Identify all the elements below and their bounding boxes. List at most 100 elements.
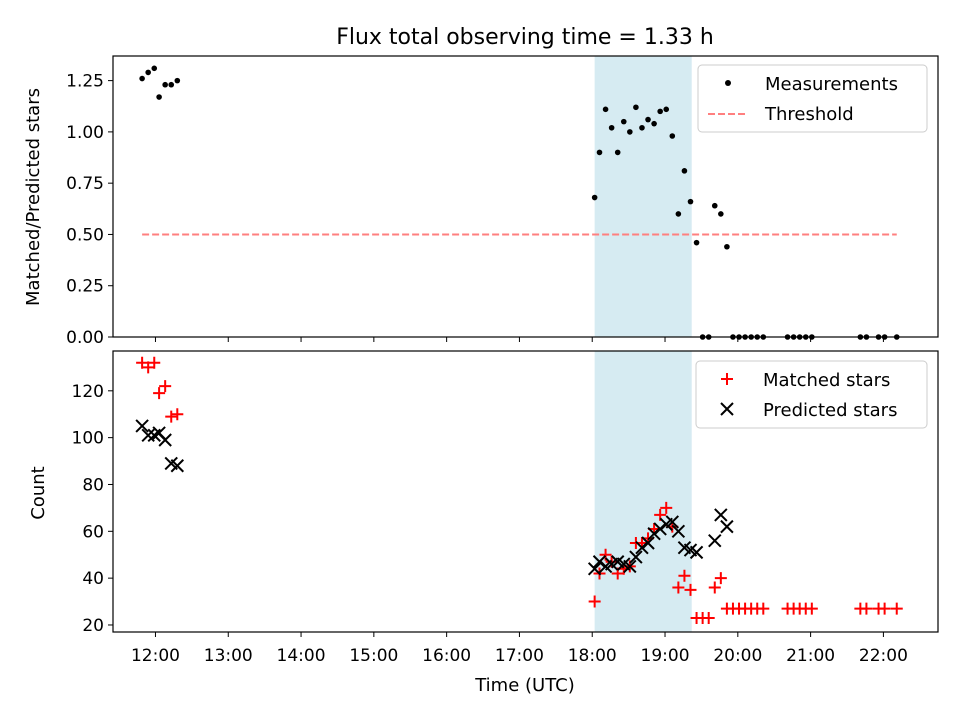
top-highlight-span: [594, 56, 692, 337]
matched-star-point: [678, 569, 691, 582]
matched-star-point: [159, 380, 172, 393]
bottom-y-tick-label: 20: [82, 616, 104, 636]
bottom-axes-frame: [112, 350, 939, 633]
predicted-star-point: [158, 433, 172, 447]
measurement-point: [620, 118, 627, 125]
matched-star-point: [148, 356, 161, 369]
top-legend: Measurements Threshold: [697, 64, 928, 133]
top-y-axis-label: Matched/Predicted stars: [23, 88, 44, 306]
top-y-tick-label: 0.75: [66, 174, 104, 194]
top-y-tick-label: 0.00: [66, 328, 104, 348]
measurement-point: [645, 116, 651, 123]
predicted-star-point: [665, 515, 680, 529]
measurement-point: [657, 108, 663, 115]
legend-predicted-marker: [720, 402, 734, 416]
bottom-x-tick-label: 19:00: [641, 646, 690, 666]
predicted-star-point: [720, 519, 734, 534]
predicted-star-point: [671, 524, 686, 539]
measurement-point: [174, 77, 181, 84]
measurement-point: [139, 75, 145, 82]
measurement-point: [602, 106, 609, 113]
matched-star-point: [672, 581, 685, 594]
top-panel: 0.00 0.25 0.50 0.75 1.00 1.25 Matched/Predict…: [23, 55, 939, 348]
bottom-x-tick-label: 17:00: [495, 646, 544, 666]
top-y-tick-label: 1.25: [66, 72, 104, 92]
measurement-point: [614, 149, 621, 156]
bottom-x-tick-label: 20:00: [713, 646, 762, 666]
matched-star-point: [136, 356, 149, 369]
measurement-point: [651, 120, 657, 127]
bottom-panel: 20 40 60 80 100 120 12:00 13:00 14:00 15:00 16:00…: [28, 350, 939, 696]
bottom-x-tick-label: 14:00: [277, 646, 326, 666]
top-y-tick-label: 0.50: [66, 225, 104, 245]
matched-star-point: [684, 583, 697, 596]
measurement-point: [168, 81, 175, 88]
predicted-star-point: [689, 545, 704, 560]
predicted-star-point: [135, 419, 149, 433]
bottom-x-axis: 12:00 13:00 14:00 15:00 16:00 17:00 18:00 19:00…: [131, 632, 908, 666]
predicted-star-point: [141, 428, 155, 443]
top-plot-area: [139, 65, 900, 340]
bottom-y-tick-label: 80: [82, 475, 104, 495]
top-y-axis: 0.00 0.25 0.50 0.75 1.00 1.25: [66, 72, 113, 348]
predicted-star-point: [708, 533, 722, 548]
measurement-point: [663, 106, 670, 113]
measurement-point: [669, 133, 676, 139]
matched-star-point: [757, 602, 770, 615]
measurement-point: [633, 104, 639, 111]
measurement-point: [675, 211, 682, 217]
bottom-legend: Matched stars Predicted stars: [695, 360, 928, 429]
matched-star-point: [142, 361, 155, 374]
predicted-star-point: [641, 536, 655, 550]
bottom-x-tick-label: 16:00: [422, 646, 471, 666]
predicted-star-point: [714, 508, 728, 522]
legend-matched-label: Matched stars: [763, 370, 890, 391]
top-y-tick-label: 1.00: [66, 123, 104, 143]
measurement-point: [724, 243, 730, 250]
matched-star-point: [702, 611, 715, 624]
predicted-star-point: [623, 559, 637, 574]
matched-star-point: [153, 387, 166, 400]
top-axes-frame: [112, 55, 939, 338]
top-x-ticks: [154, 337, 884, 342]
bottom-legend-box: [695, 360, 928, 429]
figure-title: Flux total observing time = 1.33 h: [336, 25, 714, 50]
bottom-y-axis-label: Count: [28, 466, 49, 519]
top-legend-box: [697, 64, 928, 133]
measurement-point: [639, 124, 645, 131]
legend-measurements-label: Measurements: [765, 74, 898, 95]
measurement-point: [156, 94, 162, 100]
predicted-star-point: [629, 550, 643, 564]
bottom-x-tick-label: 21:00: [786, 646, 835, 666]
matched-star-point: [714, 572, 727, 585]
top-y-tick-label: 0.25: [66, 277, 104, 297]
measurement-point: [627, 129, 633, 135]
legend-measurements-marker: [725, 80, 731, 86]
bottom-x-tick-label: 13:00: [204, 646, 253, 666]
bottom-y-tick-label: 40: [82, 569, 104, 589]
measurement-point: [608, 124, 615, 131]
measurement-point: [162, 81, 168, 88]
measurement-point: [681, 168, 688, 174]
bottom-y-axis: 20 40 60 80 100 120: [72, 382, 113, 636]
measurement-point: [151, 65, 158, 72]
bottom-highlight-span: [594, 351, 692, 632]
bottom-y-tick-label: 60: [82, 522, 104, 542]
measurement-point: [591, 194, 598, 201]
matched-star-point: [165, 410, 178, 423]
matched-star-point: [708, 581, 721, 594]
matched-star-point: [878, 602, 891, 615]
measurement-point: [145, 69, 151, 76]
legend-predicted-label: Predicted stars: [763, 400, 897, 421]
predicted-star-point: [587, 562, 602, 576]
measurement-point: [596, 149, 603, 156]
bottom-x-tick-label: 12:00: [131, 646, 180, 666]
bottom-x-tick-label: 22:00: [859, 646, 908, 666]
measurement-point: [718, 211, 724, 217]
bottom-y-tick-label: 120: [72, 382, 104, 402]
legend-threshold-label: Threshold: [764, 104, 854, 125]
x-axis-label: Time (UTC): [474, 675, 575, 696]
legend-matched-marker: [721, 373, 733, 385]
measurement-point: [711, 202, 718, 209]
